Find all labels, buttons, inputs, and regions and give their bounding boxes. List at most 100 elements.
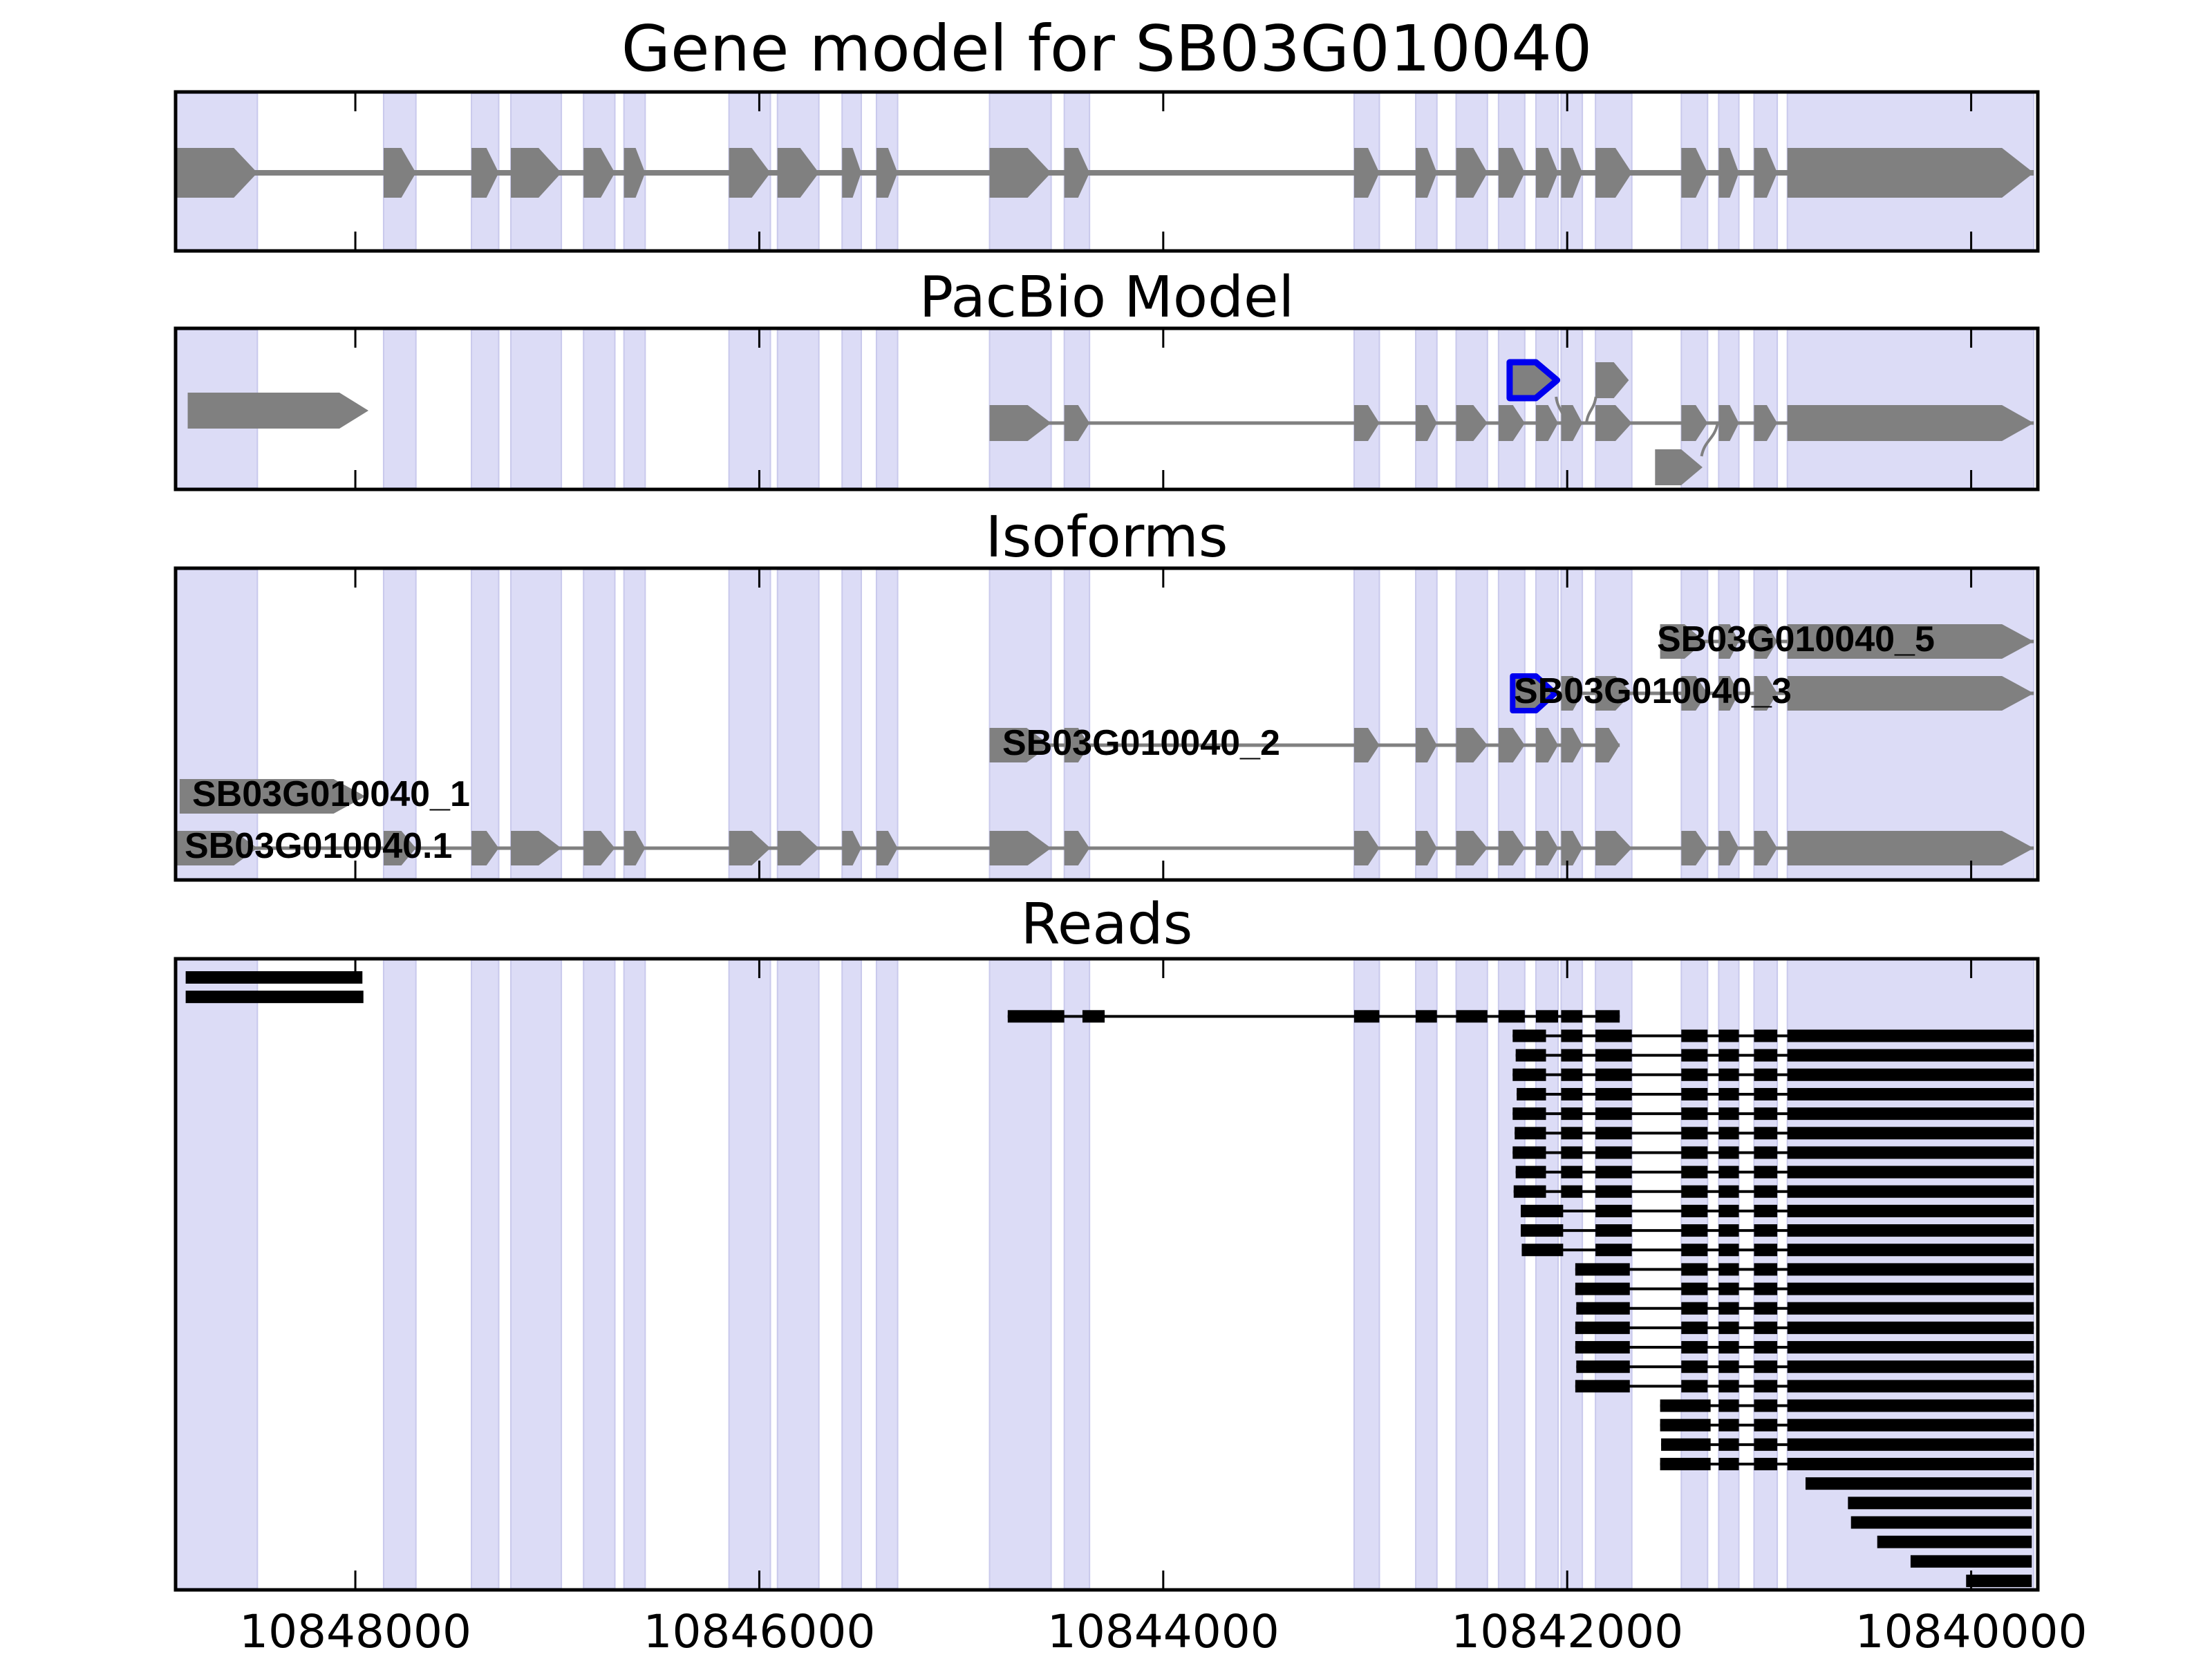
read-exon: [1910, 1555, 2032, 1568]
exon-band: [1063, 959, 1091, 1589]
read-exon: [1787, 1224, 2034, 1237]
read-exon: [1681, 1029, 1708, 1042]
read-exon: [1787, 1146, 2034, 1159]
read-exon: [1595, 1165, 1632, 1179]
isoform-exon: [1456, 831, 1488, 865]
exon-band: [583, 329, 616, 489]
read-exon: [1515, 1049, 1546, 1062]
read-exon: [1660, 1399, 1711, 1412]
read-exon: [1754, 1458, 1778, 1470]
read-exon: [1718, 1302, 1739, 1315]
gene-model-exon: [1353, 148, 1380, 198]
isoform-exon: [1456, 728, 1488, 762]
isoforms-panel-title: Isoforms: [986, 505, 1228, 570]
exon-band: [776, 959, 820, 1589]
x-tick-label: 10842000: [1451, 1605, 1683, 1658]
read-exon: [1595, 1087, 1632, 1100]
isoform-label: SB03G010040_5: [1657, 619, 1935, 659]
isoform-exon: [624, 831, 646, 865]
read-exon: [1718, 1360, 1739, 1374]
read-exon: [1787, 1068, 2034, 1081]
exon-band: [623, 569, 646, 879]
read-exon: [1575, 1341, 1630, 1354]
read-row: [1512, 1029, 2034, 1042]
isoform-exon: [1787, 624, 2034, 659]
read-exon: [1681, 1282, 1708, 1295]
read-exon: [1576, 1360, 1630, 1374]
read-exon: [1718, 1068, 1739, 1081]
gene-model-exon: [989, 148, 1051, 198]
axis-tick-labels: 10848000 10846000 10844000 10842000 10840000: [239, 1605, 2087, 1658]
read-row: [1575, 1282, 2034, 1295]
pacbio-exon: [1561, 405, 1583, 441]
isoform-exon: [1064, 831, 1090, 865]
read-exon: [1681, 1087, 1708, 1100]
read-exon: [1787, 1029, 2034, 1042]
read-exon: [1718, 1244, 1739, 1257]
isoform-exon: [1595, 728, 1620, 762]
read-exon: [1561, 1165, 1583, 1179]
isoform-exon: [1353, 831, 1380, 865]
pacbio-lowered-exon: [1655, 449, 1703, 485]
splice-connector: [1584, 396, 1597, 424]
read-exon: [1681, 1146, 1708, 1159]
read-exon: [1520, 1224, 1564, 1237]
isoform-exon: [1787, 676, 2034, 711]
isoform-exon: [1660, 624, 1705, 659]
isoform-exon: [1787, 831, 2034, 865]
exon-band: [1753, 569, 1779, 879]
isoform-label: SB03G010040_2: [1002, 723, 1280, 763]
read-exon: [1718, 1399, 1739, 1412]
gene-model-exon: [1718, 148, 1739, 198]
read-exon: [1718, 1127, 1739, 1140]
read-exon: [185, 991, 364, 1004]
exon-band: [1415, 959, 1438, 1589]
gene-model-exon: [624, 148, 646, 198]
read-exon: [1754, 1068, 1778, 1081]
read-exon: [1787, 1380, 2034, 1393]
read-exon: [1595, 1107, 1632, 1121]
read-exon: [1595, 1185, 1632, 1198]
read-row: [1513, 1185, 2034, 1198]
pacbio-solo-exon: [187, 393, 369, 429]
figure-title: Gene model for SB03G010040: [621, 12, 1593, 86]
read-exon: [1561, 1049, 1583, 1062]
read-exon: [1595, 1204, 1632, 1217]
read-exon: [1805, 1477, 2032, 1490]
read-row: [1805, 1477, 2032, 1490]
gene-model-exon: [1064, 148, 1090, 198]
isoform-exon: [777, 831, 819, 865]
read-row: [1575, 1321, 2034, 1334]
gene-model-exon: [383, 148, 416, 198]
exon-band: [1353, 959, 1380, 1589]
exon-band: [175, 959, 259, 1589]
isoform-exon: [1754, 624, 1778, 659]
read-exon: [1848, 1497, 2032, 1510]
read-exon: [1515, 1165, 1546, 1179]
pacbio-exon: [1787, 405, 2034, 441]
read-exon: [1754, 1263, 1778, 1276]
pacbio-panel-title: PacBio Model: [919, 265, 1295, 330]
isoform-exon: [1535, 728, 1559, 762]
isoform-exon: [383, 831, 416, 865]
isoform-exon: [729, 831, 771, 865]
exon-band: [471, 569, 500, 879]
read-exon: [1754, 1399, 1778, 1412]
read-row: [1512, 1146, 2034, 1159]
read-exon: [1681, 1127, 1708, 1140]
read-exon: [1754, 1360, 1778, 1374]
isoform-exon: [1681, 676, 1708, 711]
gene-model-exon: [842, 148, 861, 198]
gene-model-exon: [1561, 148, 1583, 198]
exon-band: [623, 329, 646, 489]
gene-model-exon: [729, 148, 771, 198]
read-exon: [1718, 1458, 1739, 1470]
isoform-novel-exon-blue: [1510, 673, 1558, 713]
exon-band: [583, 959, 616, 1589]
isoform-exon: [511, 831, 562, 865]
gene-model-exon: [583, 148, 615, 198]
read-row: [1660, 1418, 2034, 1432]
read-exon: [1661, 1438, 1711, 1451]
read-exon: [1718, 1185, 1739, 1198]
gene-model-exon: [1681, 148, 1708, 198]
